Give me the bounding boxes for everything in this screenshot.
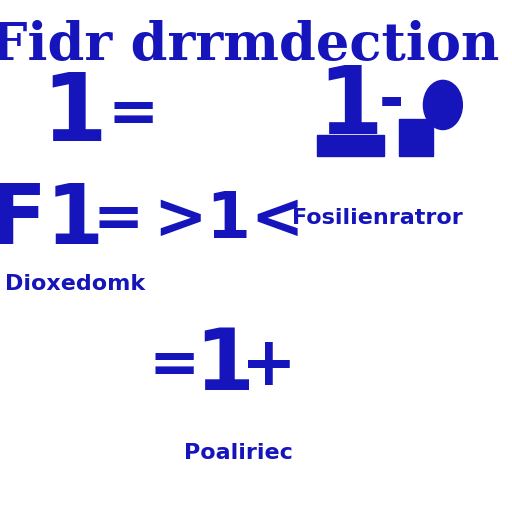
Text: =: = [108, 86, 159, 145]
Text: =: = [148, 336, 200, 396]
Ellipse shape [423, 80, 462, 130]
Bar [317, 135, 384, 156]
Bar [443, 111, 446, 122]
Text: Poaliriec: Poaliriec [184, 443, 293, 463]
Text: Fidr drrmdection: Fidr drrmdection [0, 20, 499, 72]
Text: >1<: >1< [154, 189, 305, 251]
Text: F1: F1 [0, 180, 105, 261]
Bar [399, 119, 433, 156]
Text: Dioxedomk: Dioxedomk [5, 274, 145, 294]
Text: 1: 1 [41, 69, 106, 161]
Text: 1: 1 [195, 325, 254, 408]
Text: +: + [241, 333, 296, 399]
Text: Fosilienratror: Fosilienratror [292, 207, 462, 228]
Text: -: - [379, 73, 404, 132]
Text: 1: 1 [317, 61, 383, 154]
Text: =: = [92, 190, 143, 250]
